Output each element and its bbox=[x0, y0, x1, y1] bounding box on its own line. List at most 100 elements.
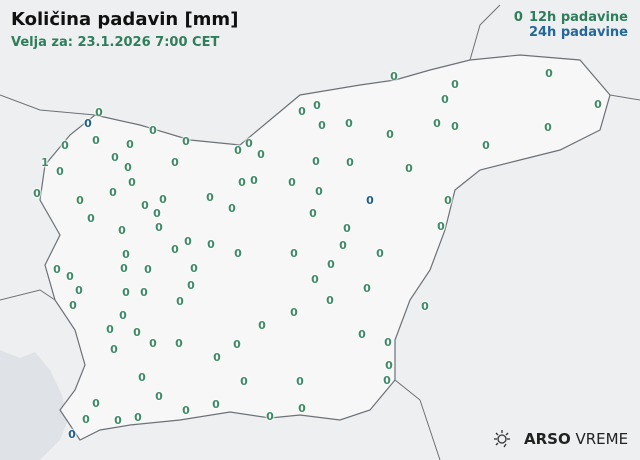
station-value-12h: 0 bbox=[544, 121, 552, 134]
station-value-12h: 0 bbox=[155, 390, 163, 403]
station-value-12h: 0 bbox=[339, 239, 347, 252]
legend-12h-label: 12h padavine bbox=[528, 10, 628, 25]
station-value-12h: 0 bbox=[182, 135, 190, 148]
station-value-12h: 0 bbox=[343, 222, 351, 235]
station-value-12h: 0 bbox=[138, 371, 146, 384]
station-value-12h: 0 bbox=[390, 70, 398, 83]
station-value-12h: 0 bbox=[149, 337, 157, 350]
legend-24h: 24h padavine bbox=[528, 25, 628, 40]
station-value-12h: 0 bbox=[213, 351, 221, 364]
station-value-12h: 0 bbox=[149, 124, 157, 137]
station-value-12h: 0 bbox=[441, 93, 449, 106]
station-value-12h: 0 bbox=[451, 120, 459, 133]
station-value-12h: 0 bbox=[126, 138, 134, 151]
station-value-12h: 0 bbox=[386, 128, 394, 141]
station-value-12h: 0 bbox=[234, 247, 242, 260]
station-value-12h: 0 bbox=[144, 263, 152, 276]
station-value-12h: 0 bbox=[250, 174, 258, 187]
station-value-12h: 0 bbox=[76, 194, 84, 207]
legend-sample-value: 0 bbox=[513, 10, 523, 25]
station-value-12h: 0 bbox=[451, 78, 459, 91]
legend-12h: 0 12h padavine bbox=[514, 10, 628, 25]
station-value-12h: 0 bbox=[298, 402, 306, 415]
station-value-12h: 0 bbox=[184, 235, 192, 248]
station-value-12h: 0 bbox=[171, 243, 179, 256]
station-value-12h: 0 bbox=[437, 220, 445, 233]
station-value-12h: 0 bbox=[56, 165, 64, 178]
station-value-12h: 0 bbox=[175, 337, 183, 350]
logo-brand: ARSO bbox=[524, 430, 571, 448]
slovenia-area bbox=[39, 54, 611, 441]
station-value-12h: 0 bbox=[119, 309, 127, 322]
station-value-12h: 0 bbox=[155, 221, 163, 234]
station-value-12h: 0 bbox=[206, 191, 214, 204]
station-value-12h: 0 bbox=[207, 238, 215, 251]
station-value-12h: 0 bbox=[318, 119, 326, 132]
station-value-12h: 0 bbox=[61, 139, 69, 152]
station-value-12h: 0 bbox=[122, 248, 130, 261]
station-value-12h: 0 bbox=[326, 294, 334, 307]
station-value-12h: 0 bbox=[363, 282, 371, 295]
station-value-12h: 0 bbox=[240, 375, 248, 388]
station-value-12h: 0 bbox=[266, 410, 274, 423]
station-value-12h: 0 bbox=[33, 187, 41, 200]
valid-time: Velja za: 23.1.2026 7:00 CET bbox=[11, 35, 220, 50]
station-value-12h: 0 bbox=[120, 262, 128, 275]
station-value-12h: 0 bbox=[421, 300, 429, 313]
station-value-12h: 0 bbox=[134, 411, 142, 424]
station-value-24h: 0 bbox=[84, 117, 92, 130]
station-value-12h: 0 bbox=[187, 279, 195, 292]
station-value-12h: 0 bbox=[212, 398, 220, 411]
station-value-12h: 0 bbox=[296, 375, 304, 388]
logo-product: VREME bbox=[575, 430, 629, 448]
station-value-12h: 0 bbox=[171, 156, 179, 169]
station-value-12h: 0 bbox=[345, 117, 353, 130]
station-value-12h: 0 bbox=[82, 413, 90, 426]
station-value-12h: 0 bbox=[288, 176, 296, 189]
station-value-12h: 0 bbox=[346, 156, 354, 169]
station-value-12h: 0 bbox=[233, 338, 241, 351]
border-line bbox=[0, 289, 56, 301]
station-value-24h: 0 bbox=[68, 428, 76, 441]
legend: 0 12h padavine 24h padavine bbox=[514, 10, 628, 40]
station-value-12h: 0 bbox=[238, 176, 246, 189]
border-line bbox=[609, 94, 640, 101]
border-line bbox=[0, 94, 96, 116]
station-value-12h: 1 bbox=[41, 156, 49, 169]
station-value-12h: 0 bbox=[141, 199, 149, 212]
station-value-12h: 0 bbox=[594, 98, 602, 111]
station-value-12h: 0 bbox=[228, 202, 236, 215]
station-value-12h: 0 bbox=[385, 359, 393, 372]
map-title: Količina padavin [mm] bbox=[11, 9, 239, 30]
border-line bbox=[394, 379, 441, 460]
border-line bbox=[469, 4, 501, 61]
station-value-12h: 0 bbox=[111, 151, 119, 164]
station-value-12h: 0 bbox=[128, 176, 136, 189]
station-value-12h: 0 bbox=[383, 374, 391, 387]
station-value-12h: 0 bbox=[106, 323, 114, 336]
station-value-12h: 0 bbox=[140, 286, 148, 299]
station-value-12h: 0 bbox=[376, 247, 384, 260]
station-value-12h: 0 bbox=[315, 185, 323, 198]
station-value-12h: 0 bbox=[545, 67, 553, 80]
sea bbox=[0, 350, 68, 460]
station-value-12h: 0 bbox=[257, 148, 265, 161]
station-value-12h: 0 bbox=[311, 273, 319, 286]
station-value-12h: 0 bbox=[312, 155, 320, 168]
station-value-12h: 0 bbox=[69, 299, 77, 312]
station-value-12h: 0 bbox=[309, 207, 317, 220]
station-value-12h: 0 bbox=[234, 144, 242, 157]
station-value-12h: 0 bbox=[118, 224, 126, 237]
station-value-12h: 0 bbox=[75, 284, 83, 297]
station-value-12h: 0 bbox=[433, 117, 441, 130]
station-value-12h: 0 bbox=[258, 319, 266, 332]
station-value-12h: 0 bbox=[53, 263, 61, 276]
station-value-12h: 0 bbox=[298, 105, 306, 118]
station-value-12h: 0 bbox=[327, 258, 335, 271]
station-value-12h: 0 bbox=[245, 137, 253, 150]
station-value-12h: 0 bbox=[95, 106, 103, 119]
station-value-12h: 0 bbox=[114, 414, 122, 427]
station-value-12h: 0 bbox=[313, 99, 321, 112]
station-value-12h: 0 bbox=[122, 286, 130, 299]
